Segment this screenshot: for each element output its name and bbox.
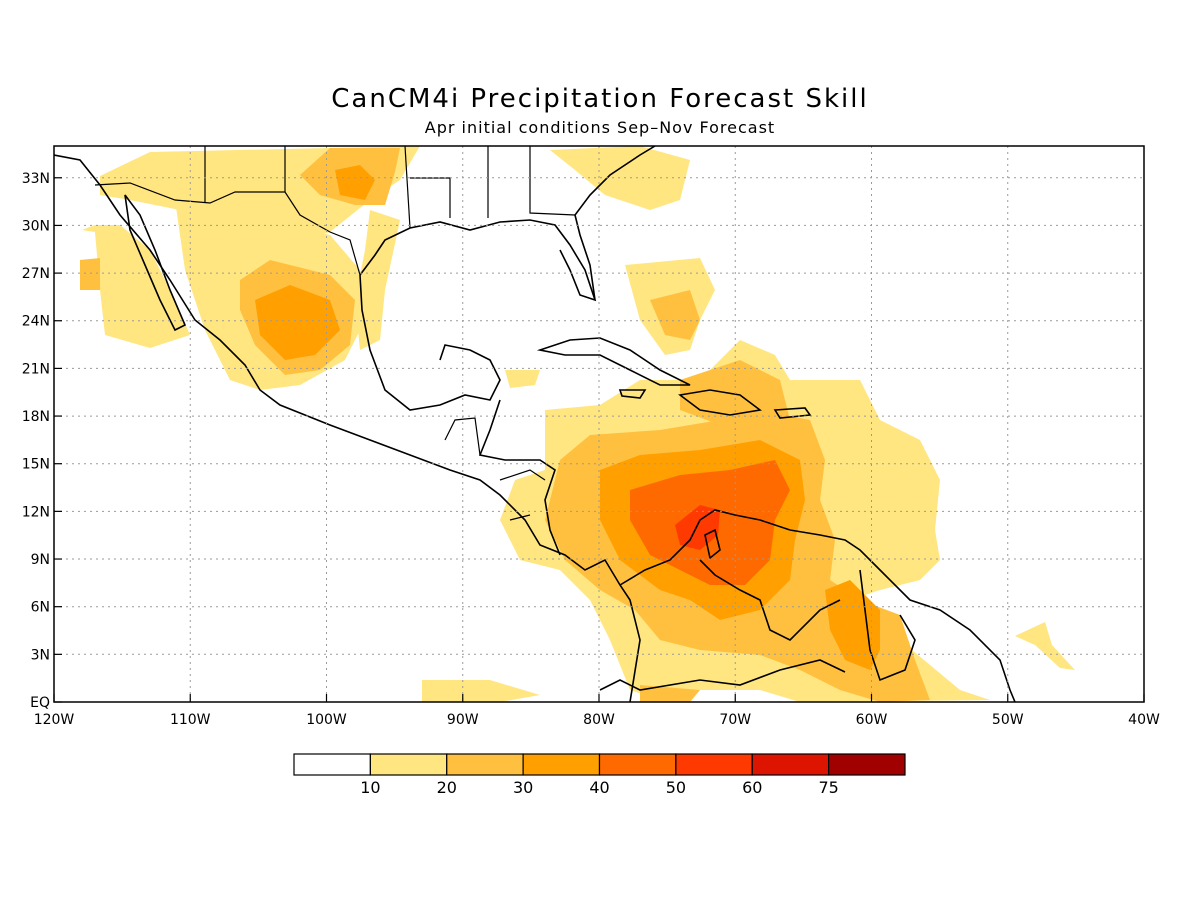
- y-tick-label: 27N: [22, 266, 50, 282]
- colorbar-label: 30: [513, 778, 533, 797]
- colorbar-label: 75: [818, 778, 838, 797]
- x-tick-label: 90W: [447, 712, 479, 728]
- x-axis: 120W 110W 100W 90W 80W 70W 60W 50W 40W: [34, 694, 1160, 728]
- cuba: [536, 337, 691, 386]
- skill-field-10-atlantic-east: [1015, 622, 1075, 670]
- colorbar-label: 20: [437, 778, 457, 797]
- y-tick-label: 12N: [22, 504, 50, 520]
- colorbar-label: 60: [742, 778, 762, 797]
- map-subtitle: Apr initial conditions Sep–Nov Forecast: [424, 118, 776, 137]
- central-america-borders: [444, 417, 546, 521]
- colorbar-label: 40: [589, 778, 609, 797]
- colorbar-swatch: [751, 753, 830, 776]
- y-tick-label: 18N: [22, 409, 50, 425]
- central-america-atlantic: [478, 399, 561, 556]
- x-tick-label: 60W: [856, 712, 888, 728]
- political-borders: [94, 146, 576, 521]
- x-tick-label: 50W: [992, 712, 1024, 728]
- x-tick-label: 40W: [1128, 712, 1160, 728]
- coastlines: [54, 146, 1016, 702]
- jamaica: [618, 389, 647, 399]
- guianas-borders: [859, 569, 916, 682]
- skill-field-10-pacific-south: [422, 680, 540, 702]
- pacific-coast: [54, 154, 641, 702]
- state-border-3: [404, 146, 411, 229]
- y-tick-label: 21N: [22, 361, 50, 377]
- brazil-border: [599, 659, 846, 691]
- skill-field-10-mexico-gulf-edge: [355, 210, 400, 350]
- colorbar-swatch: [828, 753, 906, 776]
- skill-fields: [80, 146, 1075, 702]
- y-tick-label: 6N: [31, 600, 50, 616]
- y-tick-label: 33N: [22, 171, 50, 187]
- state-border-4: [410, 177, 451, 218]
- lake-maracaibo: [704, 528, 721, 560]
- x-tick-label: 110W: [170, 712, 211, 728]
- colorbar: 10 20 30 40 50 60 75: [293, 753, 906, 797]
- south-america-north-coast: [619, 509, 1016, 702]
- y-tick-label: 24N: [22, 314, 50, 330]
- grid-lines: [54, 146, 1144, 702]
- colorbar-swatch: [369, 753, 448, 776]
- skill-field-20-baja-tip: [80, 258, 100, 290]
- skill-field-50-venezuela: [675, 505, 720, 550]
- skill-field-20-bahamas: [650, 290, 700, 340]
- skill-field-30-guianas: [825, 580, 880, 670]
- state-border-6: [529, 146, 576, 216]
- venezuela-borders: [699, 559, 841, 641]
- y-axis: EQ 3N 6N 9N 12N 15N 18N 21N 24N 27N 30N 33N: [22, 171, 62, 711]
- puerto-rico: [773, 407, 812, 419]
- y-tick-label: 30N: [22, 218, 50, 234]
- skill-field-30-mexico-core: [255, 285, 340, 360]
- colorbar-swatch: [446, 753, 524, 776]
- skill-field-20-south-strip: [640, 685, 700, 702]
- gulf-coast: [359, 219, 597, 302]
- y-tick-label: 15N: [22, 457, 50, 473]
- colorbar-swatch: [293, 753, 371, 776]
- colorbar-swatch: [522, 753, 601, 776]
- x-tick-label: 100W: [306, 712, 347, 728]
- colorbar-label: 10: [360, 778, 380, 797]
- y-tick-label: 3N: [31, 647, 50, 663]
- baja-peninsula: [124, 194, 187, 332]
- hispaniola: [678, 389, 762, 416]
- skill-field-10-yucatan-patch: [505, 370, 540, 388]
- x-tick-label: 80W: [583, 712, 615, 728]
- skill-field-30-us-core: [335, 165, 375, 200]
- x-tick-label: 120W: [34, 712, 75, 728]
- mexico-gulf-coast: [359, 274, 501, 411]
- colorbar-swatch: [675, 753, 753, 776]
- colorbar-label: 50: [666, 778, 686, 797]
- atlantic-us-coast: [574, 146, 656, 301]
- colorbar-swatch: [598, 753, 677, 776]
- skill-field-10-baja: [82, 225, 190, 348]
- x-tick-label: 70W: [719, 712, 751, 728]
- us-mexico-border: [94, 182, 361, 276]
- y-tick-label: 9N: [31, 552, 50, 568]
- y-tick-label: EQ: [30, 695, 50, 711]
- map-title: CanCM4i Precipitation Forecast Skill: [331, 84, 869, 114]
